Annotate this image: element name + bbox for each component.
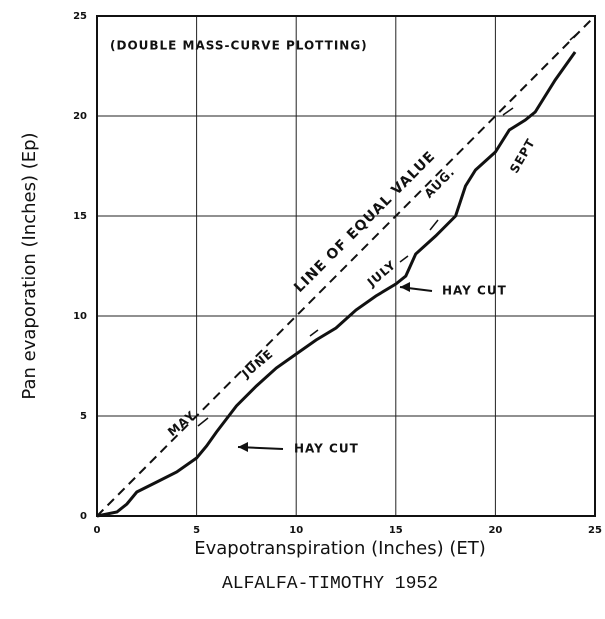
x-axis-label: Evapotranspiration (Inches) (ET) <box>194 538 485 559</box>
mass-curve <box>96 51 577 518</box>
annotation-title: (DOUBLE MASS-CURVE PLOTTING) <box>110 39 368 53</box>
month-divider <box>399 255 409 263</box>
equal-line-label: LINE OF EQUAL VALUE <box>291 148 439 296</box>
y-tick-label: 10 <box>73 311 87 322</box>
caption: ALFALFA-TIMOTHY 1952 <box>222 574 438 594</box>
month-divider <box>197 417 209 427</box>
arrow-head <box>400 282 410 292</box>
annotation: MAY <box>165 408 198 439</box>
plot-frame <box>96 15 596 517</box>
y-tick-label: 15 <box>73 211 87 222</box>
arrow-head <box>238 442 248 452</box>
annotation: JUNE <box>238 347 276 382</box>
equal-value-line <box>96 15 596 517</box>
y-tick-label: 20 <box>73 111 87 122</box>
x-tick-label: 0 <box>94 525 101 536</box>
month-divider <box>569 32 579 41</box>
y-axis-label: Pan evaporation (Inches) (Ep) <box>19 132 40 399</box>
month-divider <box>429 219 439 231</box>
x-tick-label: 25 <box>588 525 602 536</box>
x-tick-label: 10 <box>289 525 303 536</box>
y-tick-label: 5 <box>80 411 87 422</box>
annotation: SEPT <box>507 136 538 176</box>
month-divider <box>502 107 514 116</box>
x-tick-label: 20 <box>488 525 502 536</box>
x-tick-label: 15 <box>389 525 403 536</box>
y-tick-label: 0 <box>80 511 87 522</box>
month-divider <box>309 329 319 337</box>
annotation: HAY CUT <box>442 284 507 298</box>
y-tick-label: 25 <box>73 11 87 22</box>
x-tick-label: 5 <box>193 525 200 536</box>
annotation: HAY CUT <box>294 442 359 456</box>
